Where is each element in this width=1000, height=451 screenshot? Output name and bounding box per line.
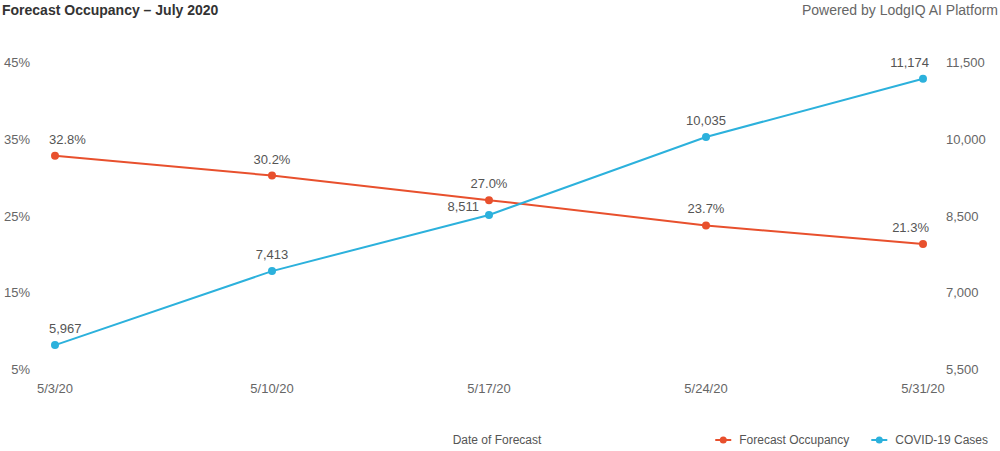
y2-tick-label: 10,000 (946, 132, 986, 147)
legend-label: COVID-19 Cases (895, 433, 988, 447)
data-label: 30.2% (254, 152, 291, 167)
x-tick-label: 5/31/20 (901, 381, 944, 396)
data-label: 32.8% (49, 132, 86, 147)
series-point (51, 341, 59, 349)
y2-tick-label: 11,500 (946, 55, 985, 70)
series-point (485, 211, 493, 219)
y-tick-label: 35% (4, 132, 30, 147)
y2-tick-label: 8,500 (946, 209, 979, 224)
title: Forecast Occupancy – July 2020 (2, 2, 219, 18)
data-labels: 32.8% 30.2% 27.0% 23.7% 21.3% 5,967 7,413 8,511… (49, 55, 929, 336)
series-point (702, 133, 710, 141)
data-label: 21.3% (892, 220, 929, 235)
y2-tick-label: 7,000 (946, 285, 979, 300)
chart: Forecast Occupancy – July 2020 Powered by… (0, 0, 1000, 451)
series-line (55, 79, 923, 345)
y-tick-label: 15% (4, 285, 30, 300)
y-tick-label: 25% (4, 209, 30, 224)
series-point (919, 75, 927, 83)
data-label: 8,511 (447, 199, 479, 214)
data-label: 23.7% (688, 201, 725, 216)
x-tick-label: 5/24/20 (684, 381, 727, 396)
series-point (485, 196, 493, 204)
series-point (268, 267, 276, 275)
legend-label: Forecast Occupancy (739, 433, 849, 447)
subtitle: Powered by LodgIQ AI Platform (802, 2, 998, 18)
data-label: 7,413 (256, 247, 289, 262)
data-label: 11,174 (890, 55, 929, 70)
plot-area (51, 75, 927, 349)
y-tick-label: 5% (11, 362, 30, 377)
series-point (702, 221, 710, 229)
series-point (268, 172, 276, 180)
y-tick-label: 45% (4, 55, 30, 70)
x-axis-label: Date of Forecast (453, 433, 542, 447)
legend-marker (876, 437, 883, 444)
data-label: 5,967 (49, 321, 82, 336)
data-label: 10,035 (686, 113, 726, 128)
series-point (51, 152, 59, 160)
series-line (55, 156, 923, 244)
series-point (919, 240, 927, 248)
data-label: 27.0% (471, 176, 508, 191)
y2-tick-label: 5,500 (946, 362, 979, 377)
x-tick-label: 5/10/20 (250, 381, 293, 396)
x-tick-label: 5/3/20 (37, 381, 73, 396)
x-tick-label: 5/17/20 (467, 381, 510, 396)
legend: COVID-19 Cases Forecast Occupancy (715, 433, 988, 447)
legend-marker (720, 437, 727, 444)
